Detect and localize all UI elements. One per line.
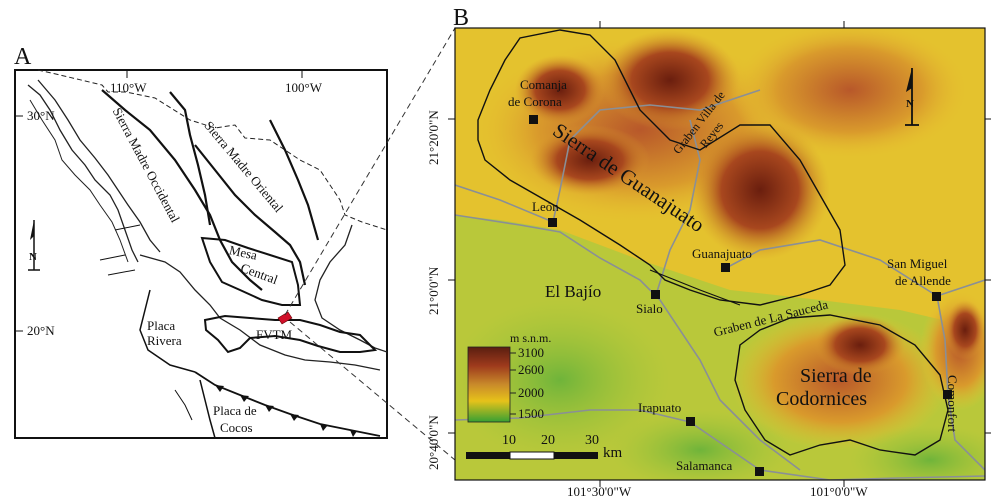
- a-lon-100: 100°W: [285, 80, 322, 95]
- sierra-guanajuato-outline: [477, 29, 846, 306]
- legend-tick-3100: 3100: [518, 345, 544, 360]
- marker-guanajuato: [721, 263, 730, 272]
- trench-teeth: [215, 385, 357, 437]
- legend-colorbar: [467, 346, 511, 423]
- scale-tick-30: 30: [585, 433, 599, 448]
- a-north-letter: N: [29, 251, 37, 263]
- panel-b-frame: [454, 27, 986, 481]
- label-el-bajio: El Bajío: [545, 282, 602, 301]
- label-comanja-1: Comanja: [520, 77, 567, 92]
- b-north-letter: N: [906, 98, 914, 110]
- study-area-marker: [277, 311, 293, 325]
- marker-comanja: [529, 115, 538, 124]
- legend-tick-2600: 2600: [518, 362, 544, 377]
- legend-title: m s.n.m.: [510, 331, 552, 345]
- label-codornices-2: Codornices: [776, 388, 868, 410]
- label-fvtm: FVTM: [256, 327, 293, 342]
- road-2: [455, 184, 554, 223]
- rivera-boundary: [139, 289, 196, 373]
- label-rivera-1: Placa: [147, 318, 176, 333]
- road-8: [759, 469, 985, 480]
- smoc-outline: [101, 89, 263, 291]
- label-cocos-1: Placa de: [213, 403, 257, 418]
- label-codornices-1: Sierra de: [800, 365, 872, 387]
- label-san-miguel-1: San Miguel: [887, 256, 948, 271]
- label-cocos-2: Cocos: [220, 420, 253, 435]
- label-san-miguel-2: de Allende: [895, 273, 951, 288]
- label-irapuato: Irapuato: [638, 400, 682, 415]
- smor-outline: [194, 144, 307, 286]
- road-1: [455, 214, 801, 471]
- graben-sauceda-line: [649, 269, 741, 306]
- a-lat-30: 30°N: [27, 108, 55, 123]
- legend-tick-1500: 1500: [518, 406, 544, 421]
- legend-tick-2000: 2000: [518, 385, 544, 400]
- scale-bar: [466, 451, 598, 460]
- panel-b-north-arrow: [905, 68, 919, 126]
- connector-bottom: [289, 321, 456, 461]
- b-lon-101-30: 101°30'0"W: [567, 484, 632, 499]
- b-lat-21-20: 21°20'0"N: [426, 110, 441, 165]
- label-rivera-2: Rivera: [147, 333, 182, 348]
- a-lat-20: 20°N: [27, 323, 55, 338]
- mesa-central-outline: [200, 236, 302, 306]
- panel-b-letter: B: [453, 5, 470, 31]
- road-5: [725, 239, 938, 297]
- scale-tick-10: 10: [502, 433, 516, 448]
- connector-top: [284, 27, 456, 316]
- coastline-pacific: [139, 254, 381, 371]
- coastline-gulf: [314, 224, 388, 353]
- a-lon-110: 110°W: [110, 80, 147, 95]
- b-lon-101-0: 101°0'0"W: [810, 484, 868, 499]
- sierra-codornices-outline: [734, 314, 949, 456]
- road-4: [655, 119, 701, 296]
- road-9: [936, 279, 985, 297]
- label-comonfort: Comonfort: [945, 375, 960, 433]
- scale-unit: km: [603, 445, 623, 461]
- b-lat-21-0: 21°0'0"N: [426, 266, 441, 315]
- marker-comonfort: [943, 390, 952, 399]
- marker-sialo: [651, 290, 660, 299]
- coastline-baja: [27, 84, 139, 263]
- label-guanajuato: Guanajuato: [692, 246, 752, 261]
- us-border: [37, 69, 388, 231]
- marker-irapuato: [686, 417, 695, 426]
- panel-a-letter: A: [14, 44, 32, 70]
- label-sialo: Sialo: [636, 301, 663, 316]
- marker-leon: [548, 218, 557, 227]
- marker-salamanca: [755, 467, 764, 476]
- marker-san-miguel: [932, 292, 941, 301]
- scale-tick-20: 20: [541, 433, 555, 448]
- b-lat-20-40: 20°40'0"N: [426, 415, 441, 470]
- label-comanja-2: de Corona: [508, 94, 562, 109]
- road-3: [552, 89, 761, 223]
- panel-a-north-arrow: [28, 220, 40, 271]
- label-leon: León: [532, 199, 559, 214]
- label-salamanca: Salamanca: [676, 458, 733, 473]
